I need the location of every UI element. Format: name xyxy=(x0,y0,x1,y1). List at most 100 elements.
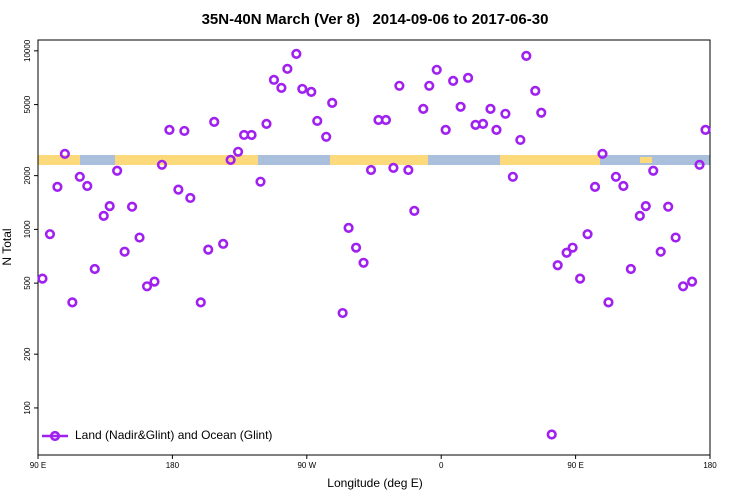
point xyxy=(156,159,168,170)
point xyxy=(119,246,130,257)
point xyxy=(59,148,70,159)
x-tick-label: 180 xyxy=(703,461,717,470)
point xyxy=(448,75,459,86)
point xyxy=(678,281,689,292)
y-tick-label: 200 xyxy=(23,347,32,361)
point xyxy=(141,281,153,292)
point xyxy=(82,180,93,192)
point xyxy=(597,148,608,159)
point xyxy=(409,205,420,216)
point xyxy=(37,273,48,284)
point xyxy=(261,118,272,129)
point xyxy=(663,201,674,212)
x-axis-label: Longitude (deg E) xyxy=(327,476,422,490)
point xyxy=(365,164,377,176)
point xyxy=(98,210,109,221)
point xyxy=(700,124,711,135)
point xyxy=(603,297,614,308)
point xyxy=(507,171,518,182)
x-tick-label: 0 xyxy=(439,461,444,470)
point xyxy=(179,125,190,137)
point xyxy=(485,103,496,114)
point xyxy=(185,192,196,204)
point xyxy=(327,97,338,108)
point xyxy=(225,154,236,166)
point xyxy=(394,80,405,91)
point xyxy=(291,48,302,59)
point xyxy=(350,242,362,253)
point xyxy=(625,263,636,275)
point xyxy=(44,229,56,240)
point xyxy=(343,222,354,233)
point xyxy=(582,229,593,240)
point xyxy=(112,165,123,176)
y-tick-label: 2000 xyxy=(23,166,32,184)
point xyxy=(521,50,532,61)
point xyxy=(418,103,429,114)
point xyxy=(618,180,629,192)
point xyxy=(440,124,451,135)
chart-title: 35N-40N March (Ver 8) 2014-09-06 to 2017… xyxy=(202,11,549,28)
point xyxy=(104,201,115,212)
point xyxy=(491,124,502,135)
y-tick-label: 500 xyxy=(23,276,32,290)
point xyxy=(530,85,541,96)
point xyxy=(218,238,229,249)
point xyxy=(276,82,287,94)
point xyxy=(255,176,266,187)
point xyxy=(655,246,666,257)
point xyxy=(589,181,601,192)
point xyxy=(203,244,214,255)
point xyxy=(173,184,184,195)
point xyxy=(380,114,392,126)
point xyxy=(388,162,399,173)
point xyxy=(455,101,466,112)
point xyxy=(670,232,681,243)
y-tick-label: 1000 xyxy=(23,220,32,238)
point xyxy=(634,210,645,221)
point xyxy=(536,107,547,118)
point xyxy=(126,201,138,212)
x-tick-label: 90 E xyxy=(567,461,583,470)
y-tick-label: 10000 xyxy=(23,39,32,62)
point xyxy=(358,257,369,268)
point xyxy=(546,429,557,440)
point xyxy=(312,115,323,127)
point xyxy=(552,260,563,271)
point xyxy=(610,171,622,182)
point xyxy=(648,165,659,176)
point xyxy=(52,181,63,192)
point xyxy=(561,247,572,258)
y-tick-label: 100 xyxy=(23,401,32,415)
point xyxy=(195,297,206,308)
point xyxy=(233,146,244,157)
point xyxy=(500,108,511,119)
point xyxy=(403,164,414,176)
legend-label: Land (Nadir&Glint) and Ocean (Glint) xyxy=(75,428,272,442)
point xyxy=(209,116,220,127)
x-tick-label: 90 E xyxy=(30,461,46,470)
point xyxy=(477,118,489,129)
point xyxy=(89,263,100,275)
point xyxy=(640,201,651,212)
point xyxy=(462,72,474,83)
point xyxy=(567,242,578,253)
point xyxy=(321,131,332,142)
point xyxy=(246,129,257,141)
point xyxy=(306,86,317,97)
point xyxy=(282,63,293,74)
point xyxy=(268,74,280,85)
x-tick-label: 90 W xyxy=(297,461,316,470)
point xyxy=(164,124,175,135)
point xyxy=(515,134,526,146)
legend-marker xyxy=(49,430,61,442)
point xyxy=(686,276,698,287)
point xyxy=(149,276,160,287)
land-ocean-strip xyxy=(38,155,710,165)
point xyxy=(424,80,435,91)
point xyxy=(74,171,85,182)
y-tick-label: 5000 xyxy=(23,95,32,113)
point xyxy=(67,297,78,308)
point xyxy=(134,232,145,243)
